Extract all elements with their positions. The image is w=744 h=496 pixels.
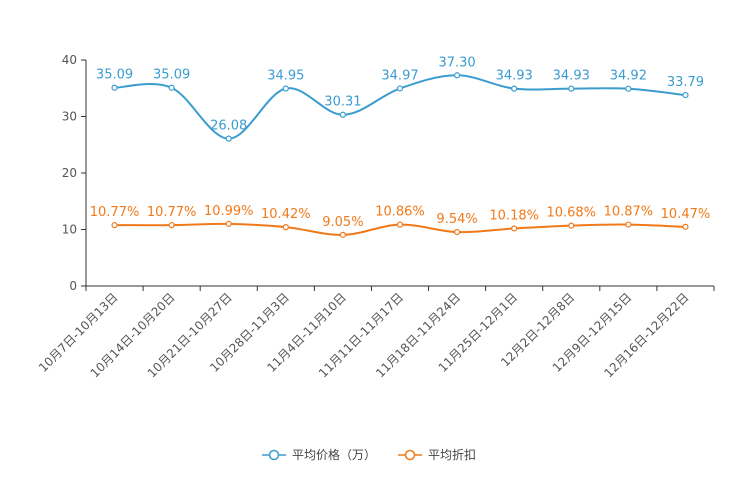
- legend-label: 平均折扣: [428, 447, 476, 462]
- data-label: 37.30: [438, 55, 475, 70]
- y-tick-label: 30: [62, 110, 77, 124]
- data-point[interactable]: [568, 85, 575, 92]
- data-point[interactable]: [111, 84, 118, 91]
- data-point[interactable]: [225, 220, 232, 228]
- y-tick-label: 40: [62, 53, 77, 67]
- data-point[interactable]: [396, 221, 404, 228]
- data-point[interactable]: [511, 225, 518, 232]
- data-label: 10.42%: [261, 207, 311, 222]
- data-label: 10.68%: [546, 206, 596, 221]
- data-label: 33.79: [667, 75, 704, 90]
- legend-label: 平均价格（万）: [292, 447, 376, 462]
- data-label: 35.09: [153, 68, 190, 83]
- data-point[interactable]: [282, 85, 289, 92]
- data-point[interactable]: [339, 111, 347, 118]
- series-line-1: [114, 74, 686, 140]
- legend[interactable]: 平均价格（万） 平均折扣: [262, 447, 476, 462]
- data-point[interactable]: [168, 222, 175, 229]
- data-label: 26.08: [210, 119, 247, 134]
- data-label: 10.86%: [375, 205, 425, 220]
- legend-item-1[interactable]: 平均价格（万）: [262, 447, 376, 462]
- data-labels: 35.09 35.09 26.08 34.95 30.31 34.97 37.30 34.93…: [90, 55, 710, 230]
- data-point[interactable]: [282, 224, 289, 231]
- data-label: 10.87%: [604, 205, 654, 220]
- data-label: 35.09: [96, 68, 133, 83]
- data-label: 30.31: [324, 95, 361, 110]
- data-label: 34.92: [610, 69, 647, 84]
- legend-item-2[interactable]: 平均折扣: [398, 447, 476, 462]
- data-label: 10.77%: [147, 205, 197, 220]
- data-label: 9.54%: [436, 212, 477, 227]
- legend-swatch-marker: [268, 449, 280, 461]
- y-tick-label: 0: [69, 279, 77, 293]
- data-label: 10.77%: [90, 205, 140, 220]
- data-label: 9.05%: [322, 215, 363, 230]
- data-label: 10.18%: [489, 208, 539, 223]
- data-point[interactable]: [682, 223, 689, 230]
- y-tick-label: 20: [62, 166, 77, 180]
- data-point[interactable]: [453, 72, 461, 79]
- data-point[interactable]: [168, 84, 175, 91]
- data-point[interactable]: [453, 228, 461, 236]
- data-point[interactable]: [625, 85, 632, 92]
- data-label: 34.95: [267, 69, 304, 84]
- y-tick-label: 10: [62, 223, 77, 237]
- data-point[interactable]: [682, 91, 689, 99]
- data-label: 10.47%: [661, 207, 711, 222]
- data-point[interactable]: [568, 222, 575, 229]
- data-point[interactable]: [225, 135, 232, 142]
- data-label: 10.99%: [204, 204, 254, 219]
- data-point[interactable]: [339, 231, 347, 238]
- data-point[interactable]: [511, 85, 518, 92]
- data-label: 34.93: [553, 69, 590, 84]
- series-group: [111, 72, 689, 238]
- data-label: 34.97: [381, 68, 418, 83]
- data-label: 34.93: [496, 69, 533, 84]
- data-point[interactable]: [111, 222, 118, 229]
- legend-swatch-marker: [404, 449, 416, 461]
- data-point[interactable]: [625, 221, 632, 228]
- data-point[interactable]: [396, 85, 404, 92]
